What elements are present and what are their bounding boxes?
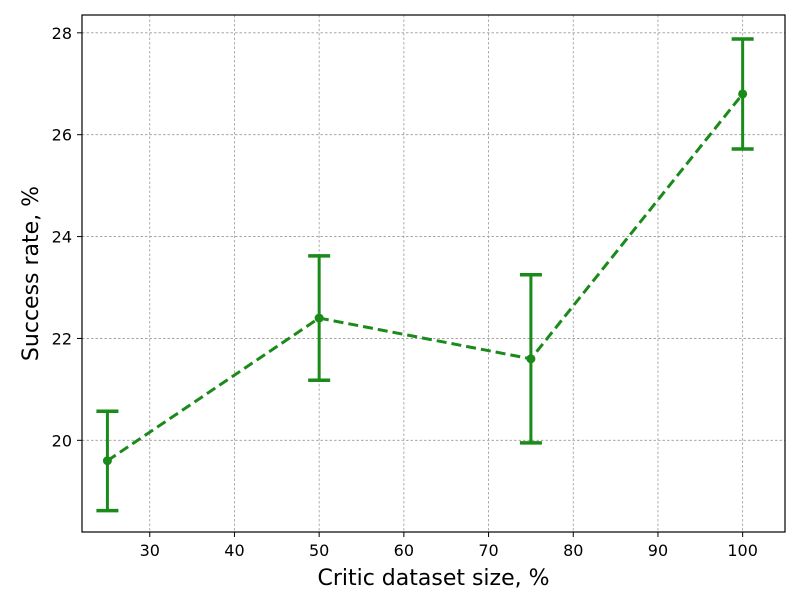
y-tick-label: 20 [52,431,72,450]
y-tick-label: 24 [52,228,72,247]
y-tick-label: 28 [52,24,72,43]
grid-layer [82,15,785,532]
data-point [102,456,112,466]
data-point [526,354,536,364]
y-axis-label: Success rate, % [19,186,44,361]
x-tick-label: 80 [563,541,583,560]
tick-layer: 30 40 50 60 70 80 90 100 20 22 24 26 28 [52,24,758,560]
y-tick-label: 26 [52,126,72,145]
x-axis-label: Critic dataset size, % [317,566,549,591]
data-point [738,89,748,99]
x-tick-label: 40 [224,541,244,560]
x-tick-label: 50 [309,541,329,560]
data-point [314,313,324,323]
series-line [106,93,744,462]
plot-frame [81,14,786,533]
x-tick-label: 70 [478,541,498,560]
x-tick-label: 60 [394,541,414,560]
x-tick-label: 90 [648,541,668,560]
x-tick-label: 30 [140,541,160,560]
series-layer [96,37,754,513]
y-tick-label: 22 [52,329,72,348]
x-tick-label: 100 [727,541,758,560]
